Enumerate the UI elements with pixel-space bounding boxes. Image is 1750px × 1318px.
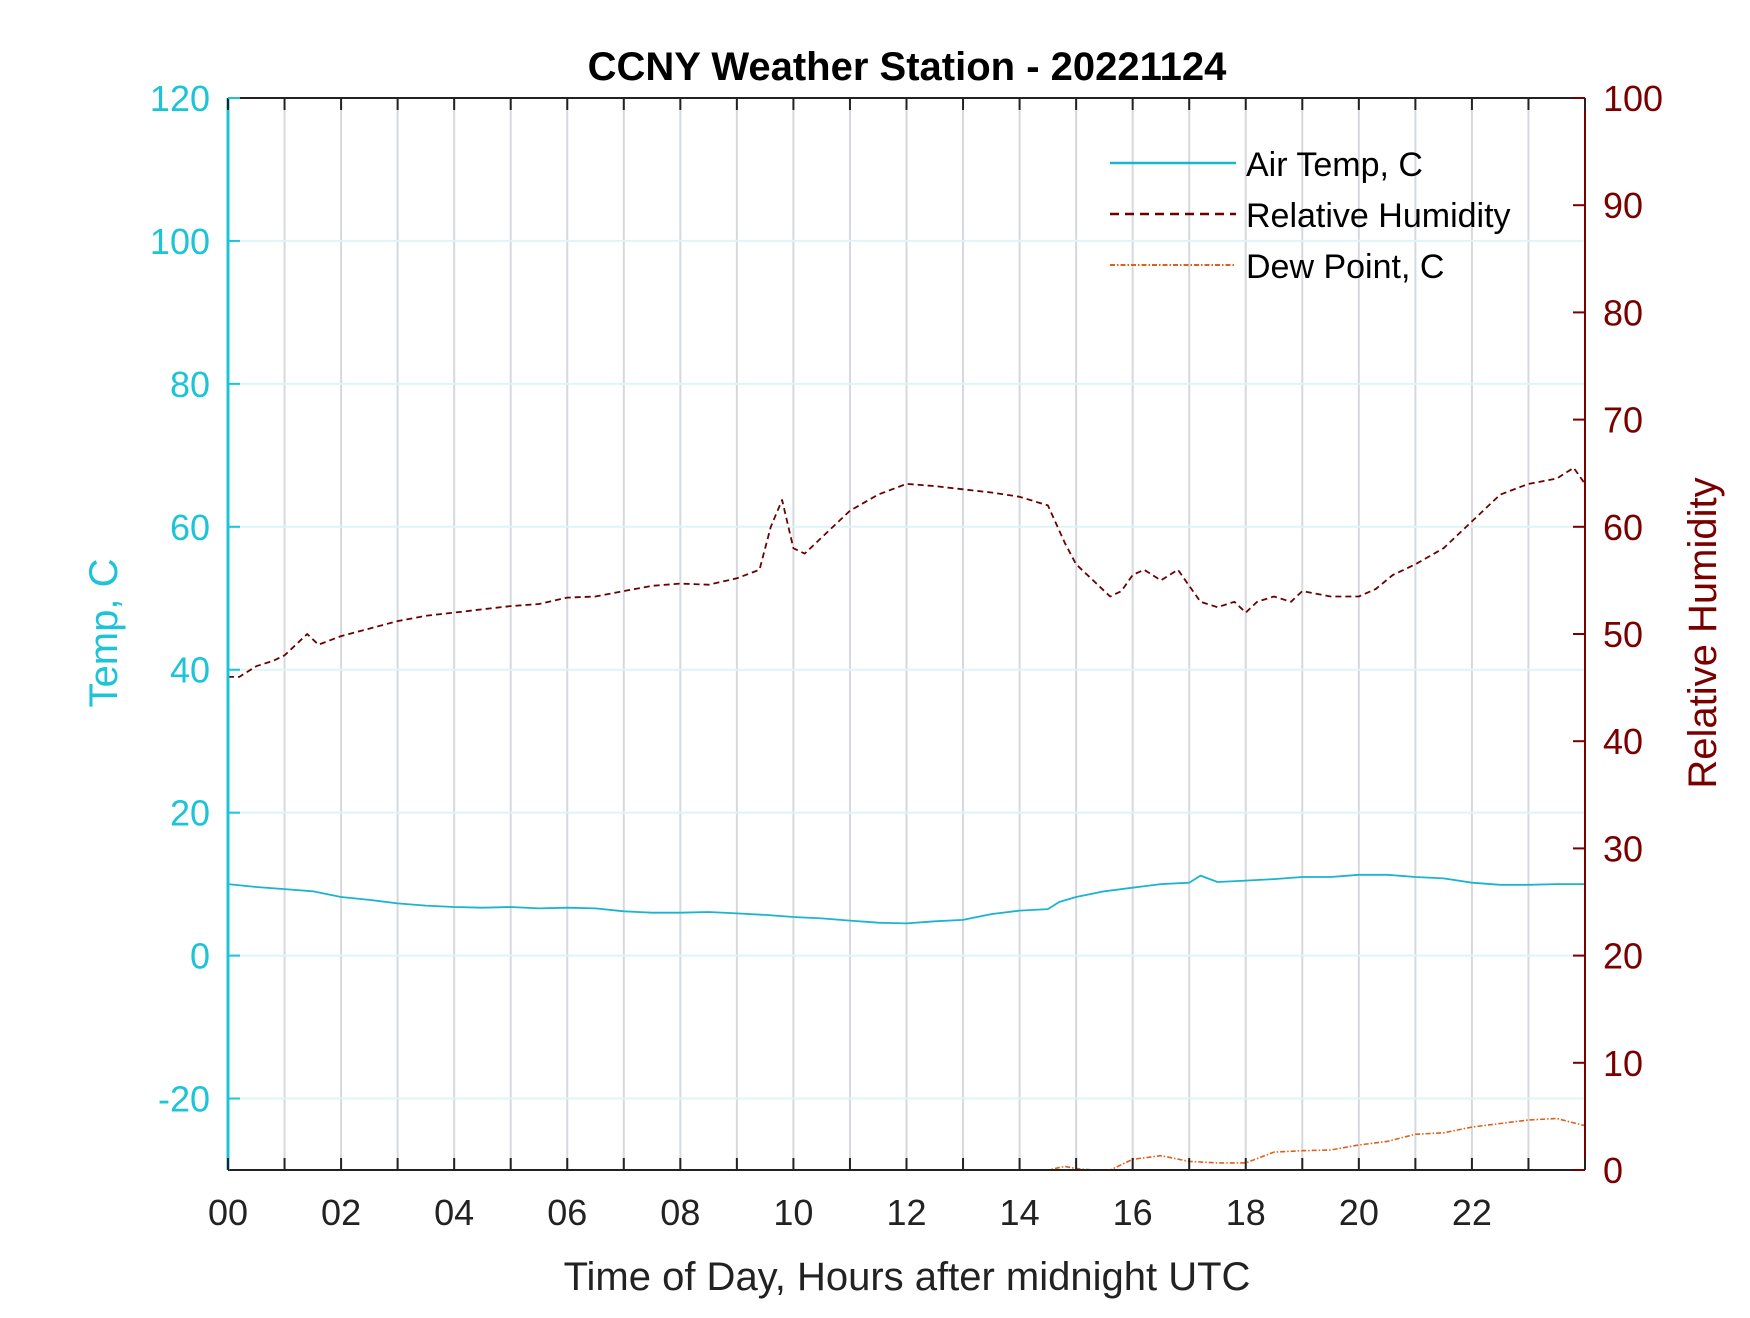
x-tick-label: 00 [208, 1192, 248, 1233]
right-y-tick-label: 80 [1603, 292, 1643, 333]
grid-layer [228, 98, 1585, 1170]
x-tick-label: 04 [434, 1192, 474, 1233]
left-y-tick-label: 20 [170, 793, 210, 834]
x-tick-label: 02 [321, 1192, 361, 1233]
right-y-tick-label: 30 [1603, 828, 1643, 869]
x-tick-label: 14 [1000, 1192, 1040, 1233]
ticks-layer: 00 02 04 06 08 10 12 14 16 18 20 22-200204060801001… [150, 78, 1663, 1233]
left-y-tick-label: -20 [158, 1079, 210, 1120]
x-axis-label: Time of Day, Hours after midnight UTC [564, 1255, 1251, 1299]
legend-label-dew-point: Dew Point, C [1246, 248, 1444, 286]
right-y-tick-label: 20 [1603, 936, 1643, 977]
x-tick-label: 20 [1339, 1192, 1379, 1233]
y-axis-label-right: Relative Humidity [1681, 477, 1725, 788]
y-axis-label-left: Temp, C [82, 559, 126, 708]
air-temp-line [227, 873, 1585, 925]
x-tick-label: 12 [886, 1192, 926, 1233]
x-tick-label: 10 [773, 1192, 813, 1233]
left-y-tick-label: 100 [150, 221, 210, 262]
right-y-tick-label: 100 [1603, 78, 1663, 119]
relative-humidity-line [228, 466, 1586, 678]
right-y-tick-label: 40 [1603, 721, 1643, 762]
left-y-tick-label: 0 [190, 936, 210, 977]
right-y-tick-label: 60 [1603, 507, 1643, 548]
left-y-tick-label: 80 [170, 364, 210, 405]
x-tick-label: 08 [660, 1192, 700, 1233]
legend-label-air-temp: Air Temp, C [1246, 146, 1423, 184]
right-y-tick-label: 70 [1603, 400, 1643, 441]
right-y-tick-label: 10 [1603, 1043, 1643, 1084]
left-y-tick-label: 40 [170, 650, 210, 691]
x-tick-label: 06 [547, 1192, 587, 1233]
x-tick-label: 22 [1452, 1192, 1492, 1233]
right-y-tick-label: 50 [1603, 614, 1643, 655]
left-y-tick-label: 60 [170, 507, 210, 548]
x-tick-label: 16 [1113, 1192, 1153, 1233]
right-y-tick-label: 90 [1603, 185, 1643, 226]
right-y-tick-label: 0 [1603, 1150, 1623, 1191]
x-tick-label: 18 [1226, 1192, 1266, 1233]
series-layer [227, 466, 1586, 1171]
left-y-tick-label: 120 [150, 78, 210, 119]
legend-label-relative-humidity: Relative Humidity [1246, 197, 1511, 235]
chart-legend: Air Temp, C Relative Humidity Dew Point,… [1110, 146, 1511, 286]
chart-title: CCNY Weather Station - 20221124 [588, 45, 1228, 89]
